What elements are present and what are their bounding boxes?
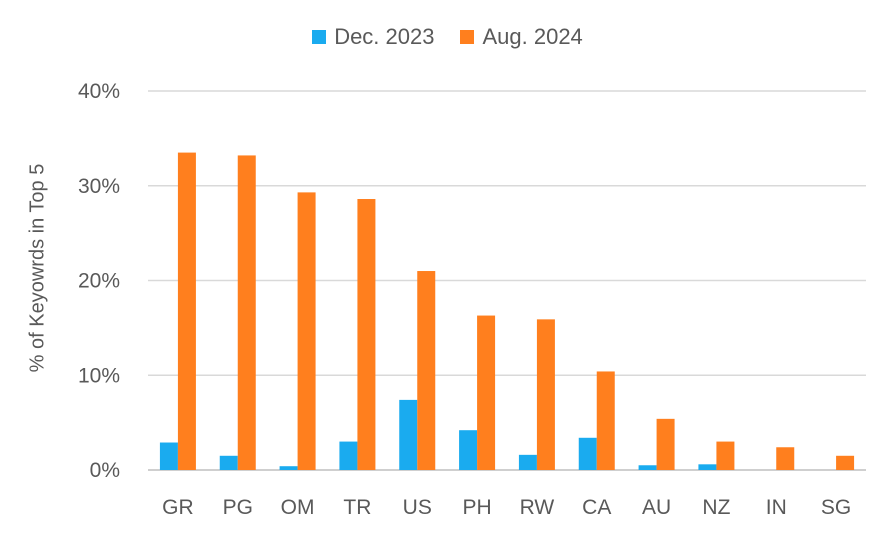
bar-us-series-2 [417,271,436,470]
y-tick-label: 0% [90,459,120,482]
y-tick-label: 20% [78,270,120,293]
x-tick-label: AU [642,496,671,519]
legend-label-series-2: Aug. 2024 [482,24,583,49]
y-tick-label: 30% [78,175,120,198]
bar-au-series-1 [638,465,657,470]
x-tick-label: US [403,496,432,519]
bar-om-series-1 [279,466,298,470]
bar-gr-series-2 [177,152,196,470]
legend-item-series-1: Dec. 2023 [312,24,434,50]
y-tick-label: 10% [78,364,120,387]
bar-gr-series-1 [159,442,178,470]
bar-pg-series-1 [219,455,238,470]
bar-ph-series-2 [477,315,496,470]
y-tick-label: 40% [78,80,120,103]
x-tick-label: TR [343,496,371,519]
bar-ph-series-1 [459,430,478,470]
legend-label-series-1: Dec. 2023 [334,24,435,49]
bar-tr-series-1 [339,441,358,470]
legend-swatch-series-2 [460,30,475,44]
bar-nz-series-2 [716,441,735,470]
x-tick-label: SG [821,496,851,519]
x-tick-label: PG [223,496,253,519]
x-tick-label: GR [162,496,194,519]
x-tick-label: PH [462,496,491,519]
bar-rw-series-1 [518,454,537,470]
bar-us-series-1 [399,399,418,470]
x-tick-label: OM [281,496,315,519]
bar-au-series-2 [656,418,675,470]
bar-nz-series-1 [698,464,717,470]
bar-pg-series-2 [237,155,256,470]
x-tick-label: NZ [702,496,730,519]
bar-om-series-2 [297,192,316,470]
legend-swatch-series-1 [312,30,327,44]
bar-in-series-2 [776,447,795,470]
x-tick-label: CA [582,496,611,519]
x-tick-label: RW [520,496,555,519]
bar-rw-series-2 [536,319,555,470]
bar-ca-series-1 [578,437,597,470]
chart-legend: Dec. 2023 Aug. 2024 [0,22,895,52]
bar-tr-series-2 [357,199,376,470]
bar-ca-series-2 [596,371,615,470]
x-tick-label: IN [766,496,787,519]
legend-item-series-2: Aug. 2024 [460,24,583,50]
bar-sg-series-2 [836,455,855,470]
